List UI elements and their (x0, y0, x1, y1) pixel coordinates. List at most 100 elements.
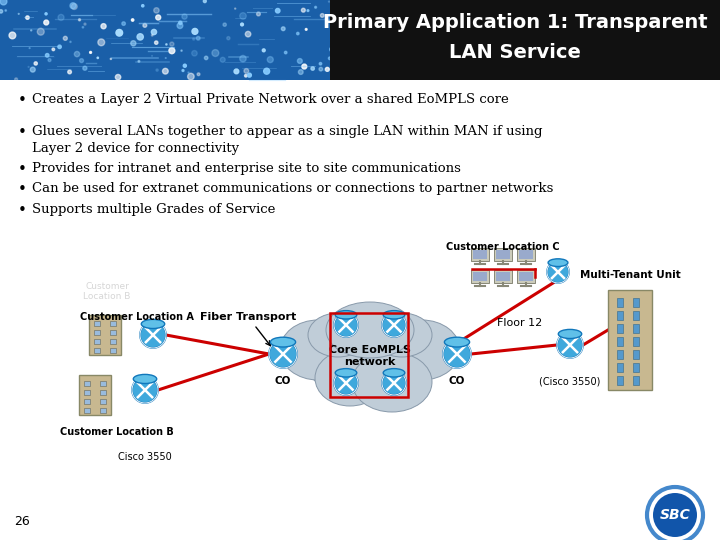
FancyBboxPatch shape (471, 270, 489, 283)
Circle shape (276, 9, 280, 13)
Circle shape (143, 24, 147, 28)
Circle shape (359, 37, 361, 40)
Circle shape (115, 75, 121, 80)
Circle shape (267, 57, 274, 63)
FancyBboxPatch shape (617, 337, 623, 346)
Circle shape (244, 69, 248, 73)
Circle shape (319, 68, 323, 71)
Circle shape (330, 47, 335, 52)
Circle shape (45, 53, 49, 57)
FancyBboxPatch shape (94, 348, 100, 353)
Circle shape (192, 29, 198, 35)
Bar (330, 313, 408, 397)
FancyBboxPatch shape (494, 248, 512, 261)
FancyBboxPatch shape (94, 321, 100, 326)
FancyBboxPatch shape (100, 381, 106, 387)
Circle shape (89, 51, 91, 53)
FancyBboxPatch shape (473, 272, 487, 281)
Circle shape (382, 313, 406, 337)
FancyBboxPatch shape (100, 390, 106, 395)
Circle shape (356, 57, 358, 58)
Circle shape (68, 70, 71, 74)
FancyBboxPatch shape (110, 339, 116, 344)
Circle shape (342, 4, 346, 9)
Circle shape (163, 69, 168, 74)
Circle shape (344, 33, 347, 36)
Circle shape (319, 63, 322, 65)
Circle shape (116, 30, 122, 36)
Circle shape (223, 23, 226, 26)
Circle shape (142, 5, 144, 7)
Ellipse shape (141, 319, 165, 328)
Circle shape (155, 41, 158, 44)
Text: Supports multiple Grades of Service: Supports multiple Grades of Service (32, 203, 275, 216)
FancyBboxPatch shape (494, 270, 512, 283)
FancyBboxPatch shape (617, 363, 623, 372)
Circle shape (284, 51, 287, 54)
Circle shape (37, 28, 44, 35)
Text: Multi-Tenant Unit: Multi-Tenant Unit (580, 270, 680, 280)
Text: Fiber Transport: Fiber Transport (200, 312, 296, 346)
FancyBboxPatch shape (519, 272, 533, 281)
Circle shape (653, 493, 697, 537)
Circle shape (328, 57, 331, 59)
Circle shape (245, 75, 247, 77)
FancyBboxPatch shape (617, 376, 623, 385)
FancyBboxPatch shape (84, 408, 90, 413)
Ellipse shape (280, 320, 356, 380)
Text: Creates a Layer 2 Virtual Private Network over a shared EoMPLS core: Creates a Layer 2 Virtual Private Networ… (32, 93, 509, 106)
FancyBboxPatch shape (100, 408, 106, 413)
FancyBboxPatch shape (617, 298, 623, 307)
Circle shape (557, 332, 583, 358)
Circle shape (140, 322, 166, 348)
Circle shape (297, 32, 299, 35)
FancyBboxPatch shape (84, 381, 90, 387)
Circle shape (188, 72, 189, 73)
Ellipse shape (383, 310, 405, 319)
Circle shape (58, 45, 61, 49)
FancyBboxPatch shape (110, 348, 116, 353)
Circle shape (220, 57, 225, 62)
Circle shape (83, 66, 87, 70)
Circle shape (335, 69, 342, 76)
Text: •: • (17, 162, 27, 177)
Circle shape (80, 59, 84, 63)
Text: 26: 26 (14, 515, 30, 528)
FancyBboxPatch shape (110, 321, 116, 326)
FancyBboxPatch shape (633, 324, 639, 333)
FancyBboxPatch shape (84, 399, 90, 404)
FancyBboxPatch shape (100, 399, 106, 404)
Circle shape (336, 24, 339, 28)
Circle shape (240, 56, 246, 62)
FancyBboxPatch shape (633, 350, 639, 359)
Ellipse shape (336, 369, 357, 377)
Circle shape (193, 38, 195, 40)
FancyBboxPatch shape (608, 290, 652, 390)
FancyBboxPatch shape (617, 350, 623, 359)
Circle shape (328, 1, 330, 2)
Ellipse shape (302, 311, 438, 399)
Ellipse shape (548, 259, 568, 267)
Circle shape (74, 51, 80, 57)
Circle shape (5, 10, 6, 11)
Circle shape (325, 68, 329, 71)
FancyBboxPatch shape (89, 315, 121, 355)
Circle shape (30, 67, 35, 72)
Circle shape (248, 73, 251, 77)
Circle shape (302, 64, 307, 69)
Circle shape (382, 371, 406, 395)
Circle shape (262, 49, 265, 52)
Ellipse shape (271, 337, 296, 347)
Circle shape (9, 32, 16, 39)
Circle shape (305, 29, 307, 30)
Circle shape (256, 12, 261, 16)
Circle shape (151, 35, 153, 36)
FancyBboxPatch shape (633, 311, 639, 320)
Circle shape (354, 4, 356, 6)
FancyBboxPatch shape (617, 311, 623, 320)
Ellipse shape (372, 313, 432, 357)
Text: Customer
Location B: Customer Location B (84, 282, 131, 301)
Text: Customer Location C: Customer Location C (446, 242, 560, 252)
Circle shape (204, 56, 208, 59)
Text: •: • (17, 203, 27, 218)
